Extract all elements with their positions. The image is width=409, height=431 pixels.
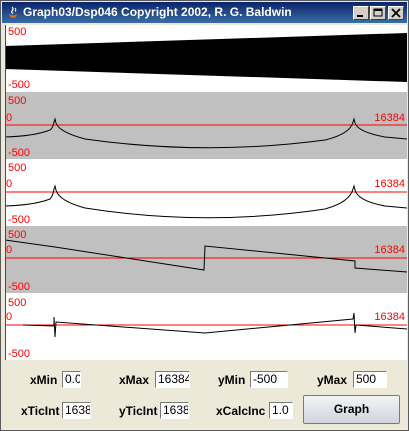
xmin-label: xMin xyxy=(30,373,58,387)
plot-4-xmax-label: 16384 xyxy=(374,244,405,256)
plot-2-curve xyxy=(5,117,407,149)
plot-3-ymax-label: 500 xyxy=(8,162,27,174)
plot-5-curve xyxy=(5,312,407,338)
control-panel: xMin 0.0 xMax 16384 yMin -500 yMax 500 x… xyxy=(5,362,407,428)
minimize-button[interactable] xyxy=(353,6,369,20)
plot-1-curve xyxy=(5,33,407,82)
plot-1-ymin-label: -500 xyxy=(8,79,31,91)
plot-3-y-axis xyxy=(5,159,6,226)
title-bar[interactable]: Graph03/Dsp046 Copyright 2002, R. G. Bal… xyxy=(2,2,407,23)
close-icon xyxy=(391,8,401,18)
graph-button[interactable]: Graph xyxy=(303,395,400,424)
xcalcinc-label: xCalcInc xyxy=(216,404,266,418)
plot-1: 500 -500 xyxy=(5,25,407,92)
plot-5-ymin-label: -500 xyxy=(8,348,31,360)
plot-2-ymax-label: 500 xyxy=(8,95,27,107)
yticint-field[interactable]: 1638 xyxy=(160,402,189,419)
xmax-label: xMax xyxy=(119,373,150,387)
plot-area: 500 -500 500 0 16384 -500 500 0 16384 xyxy=(5,25,407,360)
plot-4-y-axis xyxy=(5,226,6,293)
maximize-button[interactable] xyxy=(370,6,386,20)
plot-1-ymax-label: 500 xyxy=(8,26,27,38)
ymax-field[interactable]: 500 xyxy=(353,371,387,388)
xmax-field[interactable]: 16384 xyxy=(155,371,190,388)
close-button[interactable] xyxy=(388,6,404,20)
plot-2-zero-label: 0 xyxy=(6,112,13,124)
plot-4: 500 0 16384 -500 xyxy=(5,226,407,293)
java-icon[interactable] xyxy=(6,5,20,19)
plot-4-curve xyxy=(5,239,407,273)
plot-5: 500 0 16384 -500 xyxy=(5,293,407,360)
plot-2-xmax-label: 16384 xyxy=(374,112,405,124)
plot-5-zero-label: 0 xyxy=(6,311,13,323)
plot-5-y-axis xyxy=(5,293,6,360)
plot-3: 500 0 16384 -500 xyxy=(5,159,407,226)
plot-2-y-axis xyxy=(5,92,6,159)
yticint-label: yTicInt xyxy=(119,404,158,418)
plot-4-ymin-label: -500 xyxy=(8,281,31,293)
plot-3-curve xyxy=(5,184,407,219)
xmin-field[interactable]: 0.0 xyxy=(62,371,81,388)
plot-5-ymax-label: 500 xyxy=(8,297,27,309)
plot-1-y-axis xyxy=(5,25,6,92)
window-title: Graph03/Dsp046 Copyright 2002, R. G. Bal… xyxy=(23,5,292,19)
ymin-label: yMin xyxy=(218,373,246,387)
plot-3-xmax-label: 16384 xyxy=(374,178,405,190)
xcalcinc-field[interactable]: 1.0 xyxy=(269,402,293,419)
xticint-label: xTicInt xyxy=(21,404,60,418)
maximize-icon xyxy=(373,8,383,17)
plot-5-xmax-label: 16384 xyxy=(374,311,405,323)
plot-2-ymin-label: -500 xyxy=(8,147,31,159)
ymin-field[interactable]: -500 xyxy=(250,371,288,388)
xticint-field[interactable]: 1638 xyxy=(62,402,91,419)
ymax-label: yMax xyxy=(317,373,348,387)
plot-3-ymin-label: -500 xyxy=(8,214,31,226)
plot-3-zero-label: 0 xyxy=(6,178,13,190)
minimize-icon xyxy=(357,15,363,17)
plot-4-zero-label: 0 xyxy=(6,244,13,256)
plot-4-ymax-label: 500 xyxy=(8,229,27,241)
plot-2: 500 0 16384 -500 xyxy=(5,92,407,159)
